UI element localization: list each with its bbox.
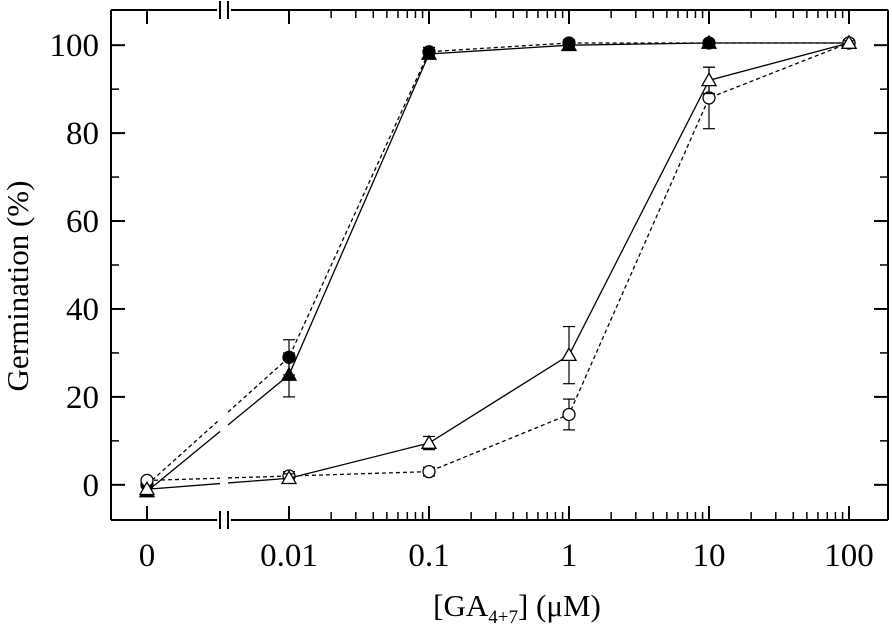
data-point-open-triangle	[280, 469, 298, 485]
series-layer	[138, 34, 858, 498]
series-open-triangle	[138, 34, 858, 496]
data-point-filled-triangle	[700, 34, 718, 49]
x-tick-label: 0.1	[408, 538, 449, 574]
data-point-filled-triangle	[280, 366, 298, 381]
y-axis-label: Germination (%)	[0, 181, 35, 392]
y-tick-label: 80	[66, 116, 99, 152]
series-line-segment	[227, 42, 849, 413]
series-open-circle	[140, 36, 856, 488]
x-tick-label: 100	[824, 538, 874, 574]
series-line-segment	[227, 42, 849, 426]
series-filled-circle	[140, 36, 856, 492]
data-point-open-triangle	[138, 480, 156, 496]
x-axis-label: [GA4+7] (μM)	[433, 588, 601, 628]
data-point-filled-triangle	[560, 36, 578, 52]
y-tick-label: 60	[66, 204, 99, 240]
data-point-filled-triangle	[420, 45, 438, 60]
series-line-segment	[146, 482, 221, 490]
x-tick-label: 0	[139, 538, 156, 574]
series-line-segment	[146, 477, 221, 482]
axis-labels-group: Germination (%) [GA4+7] (μM)	[0, 181, 601, 628]
data-point-open-circle	[422, 464, 436, 479]
data-point-open-triangle	[560, 346, 578, 362]
x-axis-label-prefix: [GA	[433, 588, 489, 623]
data-point-open-triangle	[840, 34, 858, 49]
y-tick-label: 40	[66, 292, 99, 328]
y-tick-label: 20	[66, 380, 99, 416]
x-axis-label-suffix: ] (μM)	[518, 588, 601, 623]
series-line-segment	[146, 431, 221, 492]
series-line-segment	[227, 42, 850, 484]
series-line-segment	[146, 418, 221, 486]
data-point-open-triangle	[700, 72, 718, 87]
x-tick-label: 0.01	[260, 538, 318, 574]
data-point-open-circle	[562, 407, 576, 422]
axes-group: 0 20 40 60 80 100 0 0.01 0.1 1 10 100	[50, 1, 889, 574]
series-filled-triangle	[138, 34, 858, 498]
x-tick-label: 10	[693, 538, 726, 574]
series-line-segment	[227, 42, 850, 479]
data-point-open-triangle	[420, 434, 438, 449]
x-axis-label-subscript: 4+7	[488, 607, 518, 628]
y-tick-label: 100	[50, 28, 100, 64]
y-tick-label: 0	[83, 468, 100, 504]
x-tick-label: 1	[561, 538, 578, 574]
